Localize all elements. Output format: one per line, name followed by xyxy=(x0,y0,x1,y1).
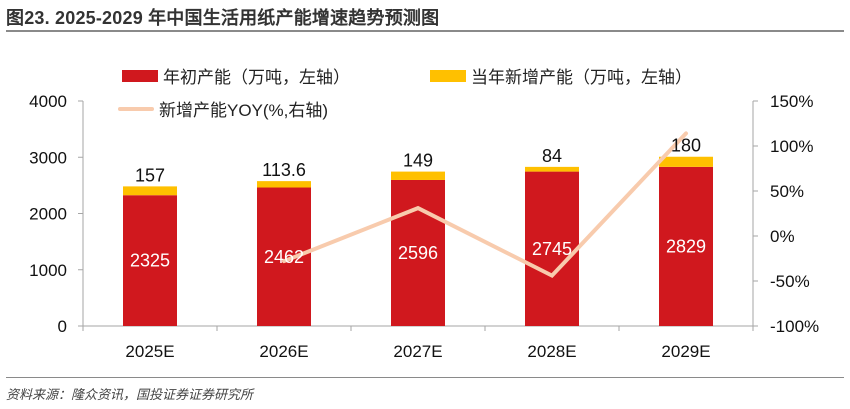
right-axis-tick-label: -50% xyxy=(770,272,810,291)
bar-base xyxy=(391,179,445,326)
bar-added-value-label: 149 xyxy=(403,151,433,171)
left-axis-tick-label: 1000 xyxy=(29,261,67,280)
bar-added-value-label: 113.6 xyxy=(262,160,306,180)
bar-base-value-label: 2325 xyxy=(130,251,170,271)
bar-base-value-label: 2596 xyxy=(398,243,438,263)
bar-added-value-label: 84 xyxy=(542,146,562,166)
title-divider xyxy=(6,30,844,32)
bar-base-value-label: 2462 xyxy=(264,247,304,267)
bar-base xyxy=(257,187,311,326)
right-axis-tick-label: 150% xyxy=(770,92,813,111)
bar-added xyxy=(257,181,311,188)
left-axis-tick-label: 4000 xyxy=(29,92,67,111)
x-axis-label: 2025E xyxy=(125,342,174,361)
source-divider xyxy=(6,377,844,378)
bar-added xyxy=(123,186,177,196)
bar-added-value-label: 157 xyxy=(135,165,165,185)
x-axis-label: 2029E xyxy=(661,342,710,361)
bar-base xyxy=(525,171,579,326)
right-axis-tick-label: 100% xyxy=(770,137,813,156)
bar-base-value-label: 2829 xyxy=(666,236,706,256)
bar-base-value-label: 2745 xyxy=(532,239,572,259)
x-axis-label: 2028E xyxy=(527,342,576,361)
bar-added xyxy=(659,156,713,167)
left-axis-tick-label: 3000 xyxy=(29,148,67,167)
chart-title: 图23. 2025-2029 年中国生活用纸产能增速趋势预测图 xyxy=(6,8,440,28)
right-axis-tick-label: -100% xyxy=(770,317,819,336)
right-axis-tick-label: 50% xyxy=(770,182,804,201)
source-note: 资料来源：隆众资讯，国投证券证券研究所 xyxy=(6,388,254,403)
yoy-line xyxy=(282,131,688,279)
x-axis-label: 2027E xyxy=(393,342,442,361)
bar-base xyxy=(123,195,177,326)
bar-added xyxy=(391,171,445,180)
right-axis-tick-label: 0% xyxy=(770,227,795,246)
bar-added xyxy=(525,166,579,172)
x-axis-label: 2026E xyxy=(259,342,308,361)
bar-base xyxy=(659,166,713,326)
left-axis-tick-label: 0 xyxy=(58,317,67,336)
left-axis-tick-label: 2000 xyxy=(29,205,67,224)
bar-added-value-label: 180 xyxy=(671,136,701,156)
